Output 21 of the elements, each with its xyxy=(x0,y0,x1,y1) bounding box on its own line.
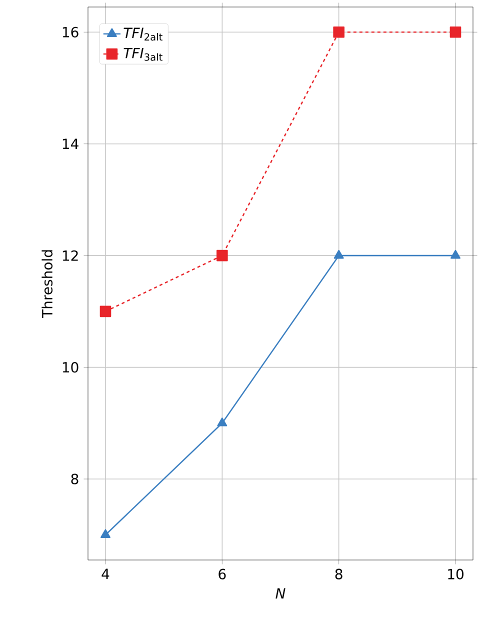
y-tick-label: 10 xyxy=(62,362,78,373)
point xyxy=(333,26,344,38)
y-tick-label: 12 xyxy=(62,250,78,261)
y-tick-label: 14 xyxy=(62,138,78,149)
x-axis-title: N xyxy=(276,588,286,598)
point xyxy=(450,250,460,259)
legend-label: TFI$_{2alt}$ xyxy=(124,28,162,41)
point xyxy=(217,418,228,426)
x-tick-label: 8 xyxy=(335,568,342,580)
point xyxy=(100,529,110,538)
legend-label: TFI$_{3alt}$ xyxy=(124,48,162,61)
x-tick-label: 6 xyxy=(218,568,226,580)
point xyxy=(450,26,462,38)
x-tick-label: 4 xyxy=(102,568,110,580)
point xyxy=(334,250,344,259)
x-tick-label: 10 xyxy=(448,568,464,580)
y-tick-label: 16 xyxy=(62,26,78,38)
y-tick-label: 8 xyxy=(71,474,78,484)
point xyxy=(100,306,112,318)
y-axis-title: Threshold xyxy=(42,250,53,318)
point xyxy=(216,250,228,262)
